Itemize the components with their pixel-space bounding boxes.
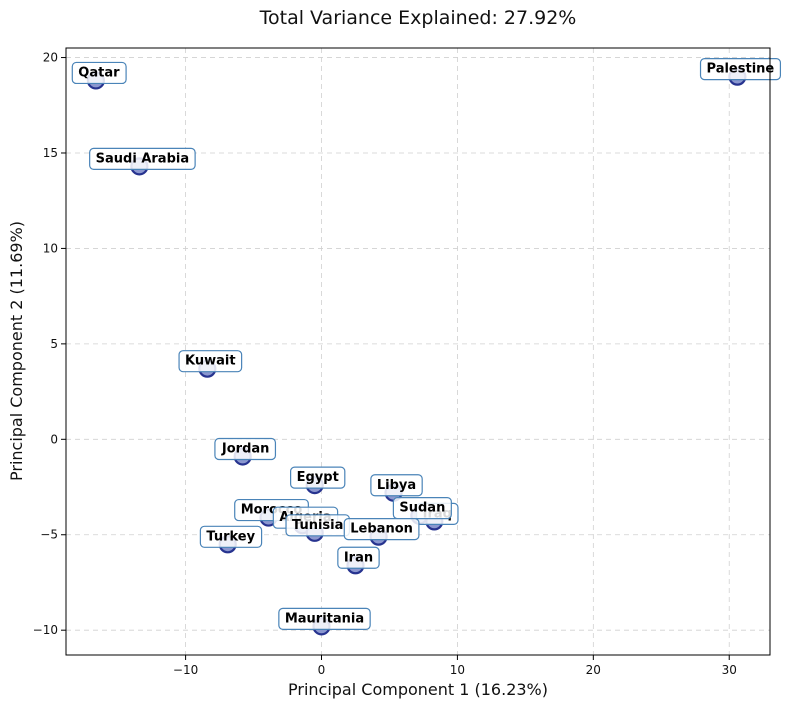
point-label: Libya — [377, 478, 416, 493]
point-label-group: Saudi Arabia — [89, 147, 196, 170]
point-label: Iran — [344, 550, 373, 565]
y-tick-label: 15 — [43, 146, 58, 160]
x-tick-label: −10 — [173, 663, 198, 677]
point-label: Qatar — [78, 65, 120, 80]
point-label-box — [699, 58, 782, 81]
point-label-box — [278, 607, 371, 630]
point-label-box — [343, 518, 420, 541]
y-tick-label: 0 — [50, 432, 58, 446]
x-tick-label: 30 — [722, 663, 737, 677]
point-label-group: Lebanon — [343, 518, 420, 541]
point-label: Turkey — [206, 529, 255, 544]
point-label-group: Turkey — [199, 525, 263, 548]
point-label-box — [199, 525, 263, 548]
y-tick-label: 20 — [43, 51, 58, 65]
x-tick-label: 20 — [586, 663, 601, 677]
point-label-group: Egypt — [290, 466, 346, 489]
point-label-group: Iran — [337, 546, 380, 569]
point-label-box — [392, 497, 452, 520]
point-label-group: Jordan — [214, 437, 277, 461]
axis-ticks: −10 0 10 20 30 −10 −5 0 5 10 15 20 — [33, 51, 737, 677]
x-tick-label: 10 — [450, 663, 465, 677]
y-tick-label: 5 — [50, 337, 58, 351]
point-label-group: Sudan — [392, 497, 452, 520]
point-label: Tunisia — [292, 518, 343, 533]
point-label-group: Palestine — [699, 58, 782, 81]
point-label: Sudan — [399, 501, 445, 516]
point-label: Mauritania — [285, 611, 364, 626]
point-label-group: Libya — [370, 474, 423, 497]
y-tick-label: 10 — [43, 241, 58, 255]
point-label-box — [71, 61, 127, 85]
x-axis-label: Principal Component 1 (16.23%) — [288, 680, 548, 699]
point-label-box — [89, 147, 196, 170]
point-label-box — [214, 437, 277, 461]
point-label-group: Tunisia — [285, 514, 350, 537]
plot-frame — [65, 47, 771, 656]
point-label: Saudi Arabia — [96, 151, 189, 166]
point-label-box — [337, 546, 380, 569]
y-axis-label: Principal Component 2 (11.69%) — [7, 221, 26, 481]
grid — [66, 48, 770, 655]
point-label-box — [178, 350, 243, 373]
point-label-group: Qatar — [71, 61, 127, 85]
point-label: Palestine — [707, 62, 775, 77]
point-label-box — [290, 466, 346, 489]
point-labels: Qatar Saudi Arabia Palestine Kuwait Jordan Eg… — [71, 58, 782, 630]
point-label: Lebanon — [350, 522, 413, 537]
x-tick-label: 0 — [318, 663, 326, 677]
y-tick-label: −10 — [33, 623, 58, 637]
point-label-group: Kuwait — [178, 350, 243, 373]
y-tick-label: −5 — [40, 528, 58, 542]
point-label-box — [370, 474, 423, 497]
point-label: Kuwait — [185, 354, 236, 369]
chart-title: Total Variance Explained: 27.92% — [259, 7, 577, 29]
point-label-group: Mauritania — [278, 607, 371, 630]
point-label: Jordan — [221, 441, 270, 456]
point-label: Egypt — [297, 470, 339, 485]
